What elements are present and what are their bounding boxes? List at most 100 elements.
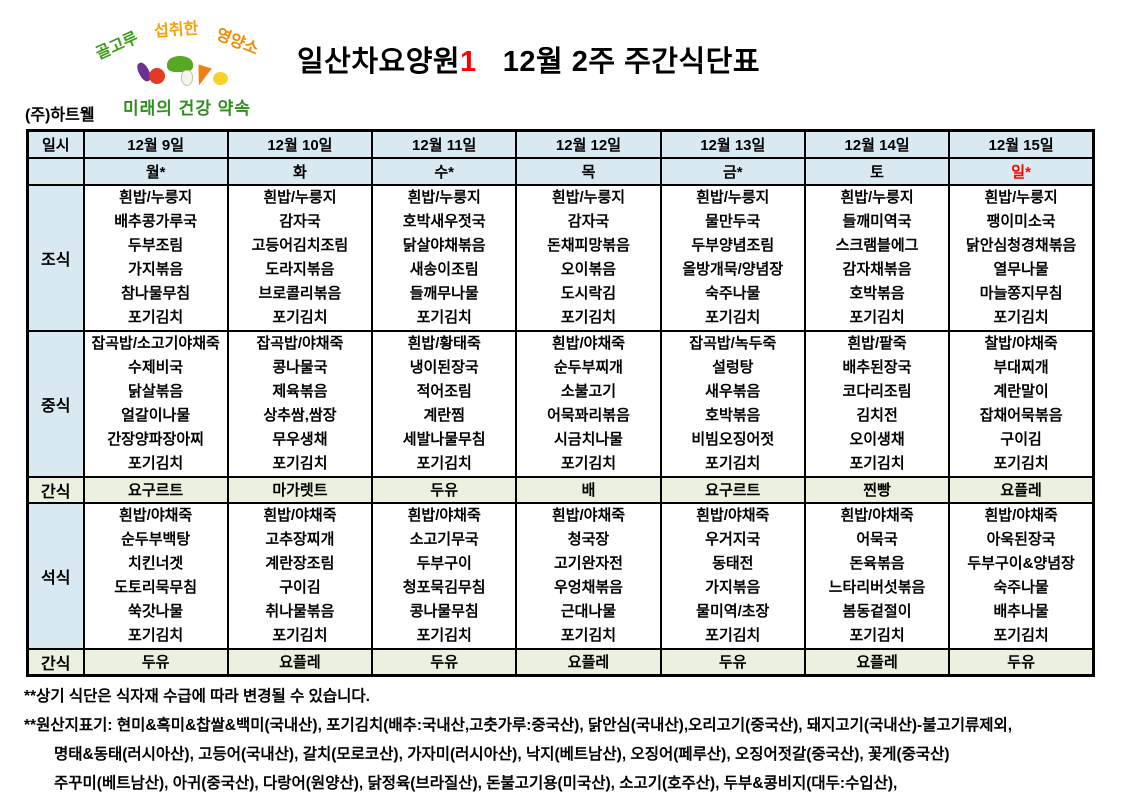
lunch-day-4: 흰밥/야채죽 순두부찌개 소불고기 어묵꽈리볶음 시금치나물 포기김치 bbox=[515, 329, 662, 478]
menu-item: 두부양념조림 bbox=[691, 236, 775, 254]
menu-item: 봄동겉절이 bbox=[842, 602, 912, 620]
dinner-day-7: 흰밥/야채죽 아욱된장국 두부구이&양념장 숙주나물 배추나물 포기김치 bbox=[948, 501, 1095, 650]
weekday-corner-blank bbox=[26, 156, 85, 186]
menu-item: 계란말이 bbox=[993, 382, 1049, 400]
weekday-header-2: 화 bbox=[226, 156, 374, 186]
menu-item: 팽이미소국 bbox=[986, 212, 1056, 230]
menu-item: 새송이조림 bbox=[409, 260, 479, 278]
menu-item: 가지볶음 bbox=[705, 578, 761, 596]
snack-item-day-5: 두유 bbox=[659, 647, 806, 676]
menu-item: 돈채피망볶음 bbox=[547, 236, 630, 254]
menu-item: 가지볶음 bbox=[128, 260, 184, 278]
menu-item: 도라지볶음 bbox=[265, 260, 335, 278]
menu-item: 숙주나물 bbox=[993, 578, 1049, 596]
menu-item: 닭살야채볶음 bbox=[402, 236, 486, 254]
menu-item: 콩나물무침 bbox=[409, 602, 479, 620]
menu-item: 올방개묵/양념장 bbox=[682, 260, 784, 278]
menu-item: 청국장 bbox=[567, 530, 610, 548]
snack-item-day-4: 요플레 bbox=[515, 647, 662, 676]
menu-item: 세발나물무침 bbox=[402, 430, 486, 448]
snack-item-day-6: 찐빵 bbox=[803, 475, 951, 504]
menu-item: 포기김치 bbox=[849, 454, 905, 472]
date-header-4: 12월 12일 bbox=[515, 129, 662, 159]
menu-item: 상추쌈,쌈장 bbox=[263, 406, 337, 424]
breakfast-day-1: 흰밥/누룽지 배추콩가루국 두부조림 가지볶음 참나물무침 포기김치 bbox=[82, 183, 229, 332]
snack-item-day-3: 두유 bbox=[371, 475, 518, 504]
menu-item: 포기김치 bbox=[128, 626, 184, 644]
menu-item: 콩나물국 bbox=[272, 358, 328, 376]
cabbage-icon bbox=[167, 56, 193, 72]
menu-item: 시금치나물 bbox=[553, 430, 623, 448]
menu-item: 호박볶음 bbox=[849, 284, 905, 302]
menu-item: 새우볶음 bbox=[705, 382, 761, 400]
menu-item: 적어조림 bbox=[416, 382, 472, 400]
menu-item: 포기김치 bbox=[993, 454, 1049, 472]
footnote-origin-line-3: 주꾸미(베트남산), 아귀(중국산), 다랑어(원양산), 닭정육(브라질산),… bbox=[54, 775, 898, 792]
snack-item-day-1: 요구르트 bbox=[82, 475, 229, 504]
breakfast-day-3: 흰밥/누룽지 호박새우젓국 닭살야채볶음 새송이조림 들깨무나물 포기김치 bbox=[371, 183, 518, 332]
menu-item: 포기김치 bbox=[849, 626, 905, 644]
snack-item-day-4: 배 bbox=[515, 475, 662, 504]
lunch-day-1: 잡곡밥/소고기야채죽 수제비국 닭살볶음 얼갈이나물 간장양파장아찌 포기김치 bbox=[82, 329, 229, 478]
menu-item: 흰밥/야채죽 bbox=[551, 334, 626, 352]
menu-item: 물미역/초장 bbox=[696, 602, 770, 620]
weekday-header-4: 목 bbox=[515, 156, 662, 186]
menu-item: 얼갈이나물 bbox=[121, 406, 191, 424]
menu-item: 냉이된장국 bbox=[409, 358, 479, 376]
date-header-7: 12월 15일 bbox=[948, 129, 1095, 159]
menu-item: 호박볶음 bbox=[705, 406, 761, 424]
snack-item-day-2: 요플레 bbox=[226, 647, 374, 676]
menu-item: 포기김치 bbox=[705, 454, 761, 472]
menu-item: 열무나물 bbox=[993, 260, 1049, 278]
meal-label-breakfast: 조식 bbox=[26, 183, 85, 332]
footnote-change-notice: **상기 식단은 식자재 수급에 따라 변경될 수 있습니다. bbox=[24, 688, 370, 705]
menu-item: 비빔오징어젓 bbox=[691, 430, 775, 448]
menu-item: 포기김치 bbox=[128, 454, 184, 472]
menu-item: 포기김치 bbox=[560, 626, 617, 644]
menu-item: 흰밥/야채죽 bbox=[840, 506, 914, 524]
menu-item: 고추장찌개 bbox=[265, 530, 335, 548]
weekday-header-6: 토 bbox=[803, 156, 951, 186]
menu-item: 잡곡밥/야채죽 bbox=[256, 334, 344, 352]
lunch-day-3: 흰밥/황태죽 냉이된장국 적어조림 계란찜 세발나물무침 포기김치 bbox=[371, 329, 518, 478]
dinner-day-5: 흰밥/야채죽 우거지국 동태전 가지볶음 물미역/초장 포기김치 bbox=[659, 501, 806, 650]
row-snack-afternoon: 간식 요구르트 마가렛트 두유 배 요구르트 찐빵 요플레 bbox=[26, 475, 1095, 504]
menu-item: 흰밥/야채죽 bbox=[407, 506, 481, 524]
date-header-1: 12월 9일 bbox=[82, 129, 229, 159]
menu-item: 계란장조림 bbox=[265, 554, 335, 572]
dinner-day-6: 흰밥/야채죽 어묵국 돈육볶음 느타리버섯볶음 봄동겉절이 포기김치 bbox=[803, 501, 951, 650]
menu-item: 닭살볶음 bbox=[128, 382, 184, 400]
snack-item-day-7: 두유 bbox=[948, 647, 1095, 676]
date-header-3: 12월 11일 bbox=[371, 129, 518, 159]
menu-item: 근대나물 bbox=[560, 602, 617, 620]
snack-item-day-3: 두유 bbox=[371, 647, 518, 676]
menu-item: 구이김 bbox=[279, 578, 321, 596]
date-header-6: 12월 14일 bbox=[803, 129, 951, 159]
menu-item: 오이볶음 bbox=[560, 260, 617, 278]
menu-item: 두부구이 bbox=[416, 554, 472, 572]
dinner-day-4: 흰밥/야채죽 청국장 고기완자전 우엉채볶음 근대나물 포기김치 bbox=[515, 501, 662, 650]
menu-item: 닭안심청경채볶음 bbox=[965, 236, 1077, 254]
menu-item: 아욱된장국 bbox=[986, 530, 1056, 548]
menu-item: 흰밥/야채죽 bbox=[551, 506, 626, 524]
meal-label-snack-evening: 간식 bbox=[26, 647, 85, 676]
menu-item: 치킨너겟 bbox=[128, 554, 184, 572]
menu-item: 순두부백탕 bbox=[121, 530, 191, 548]
menu-item: 포기김치 bbox=[993, 626, 1049, 644]
menu-item: 코다리조림 bbox=[842, 382, 912, 400]
menu-item: 느타리버섯볶음 bbox=[828, 578, 926, 596]
menu-item: 흰밥/누룽지 bbox=[551, 188, 626, 206]
facility-number: 1 bbox=[460, 46, 477, 78]
menu-item: 오이생채 bbox=[849, 430, 905, 448]
menu-item: 간장양파장아찌 bbox=[107, 430, 204, 448]
logo-word-2: 섭취한 bbox=[153, 20, 199, 41]
menu-item: 들깨무나물 bbox=[409, 284, 479, 302]
menu-item: 배추나물 bbox=[993, 602, 1049, 620]
menu-item: 포기김치 bbox=[416, 308, 472, 326]
menu-item: 포기김치 bbox=[416, 454, 472, 472]
menu-item: 수제비국 bbox=[128, 358, 184, 376]
weekday-header-7: 일* bbox=[948, 156, 1095, 186]
breakfast-day-6: 흰밥/누룽지 들깨미역국 스크램블에그 감자채볶음 호박볶음 포기김치 bbox=[803, 183, 951, 332]
menu-item: 배추된장국 bbox=[842, 358, 912, 376]
